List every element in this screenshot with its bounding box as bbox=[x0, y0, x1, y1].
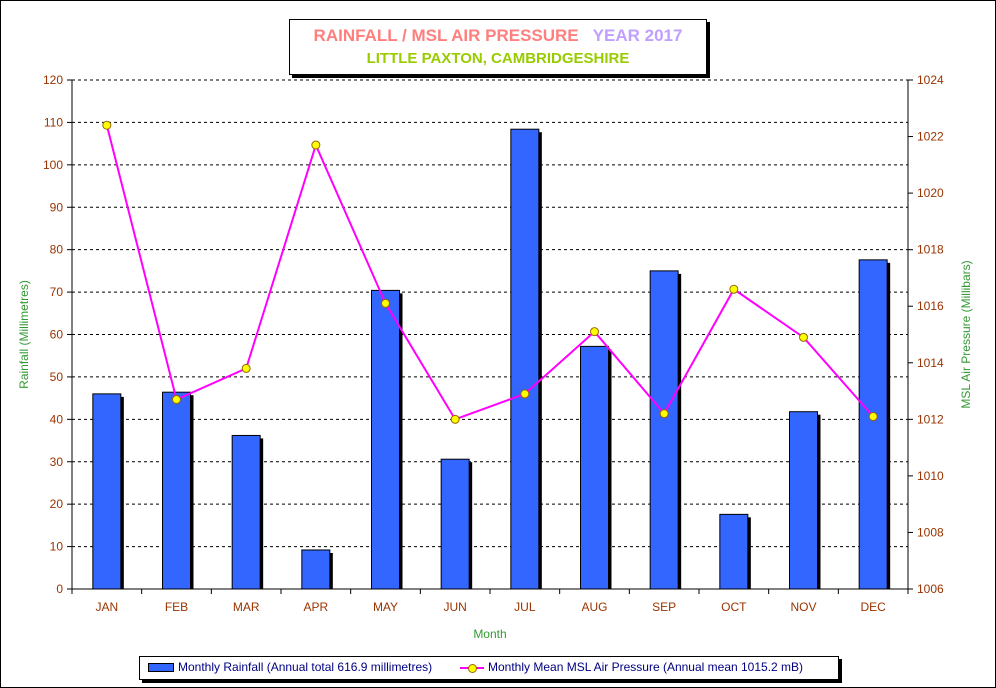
pressure-point bbox=[729, 284, 739, 294]
y2-tick-label: 1018 bbox=[917, 243, 944, 257]
y-tick-label: 50 bbox=[50, 370, 64, 384]
x-tick-label: FEB bbox=[165, 600, 188, 614]
bar bbox=[231, 434, 261, 590]
x-tick-label: JUL bbox=[514, 600, 536, 614]
y2-tick-label: 1014 bbox=[917, 356, 944, 370]
y-tick-label: 40 bbox=[50, 412, 64, 426]
y2-tick-label: 1010 bbox=[917, 469, 944, 483]
y-tick-label: 90 bbox=[50, 200, 64, 214]
pressure-point bbox=[450, 414, 460, 424]
y2-tick-label: 1024 bbox=[917, 73, 944, 87]
bar bbox=[371, 289, 400, 590]
chart-subtitle: LITTLE PAXTON, CAMBRIDGESHIRE bbox=[366, 50, 630, 67]
bar bbox=[580, 345, 609, 590]
y-tick-label: 100 bbox=[43, 158, 63, 172]
x-tick-label: OCT bbox=[721, 600, 747, 614]
chart-title-box: RAINFALL / MSL AIR PRESSURE YEAR 2017 LIT… bbox=[289, 19, 707, 75]
pressure-point bbox=[241, 363, 251, 373]
chart-legend: Monthly Rainfall (Annual total 616.9 mil… bbox=[139, 656, 839, 680]
pressure-point bbox=[520, 389, 530, 399]
x-tick-label: NOV bbox=[790, 600, 816, 614]
bar bbox=[162, 391, 191, 590]
pressure-line bbox=[105, 124, 874, 421]
y-tick-label: 70 bbox=[50, 285, 64, 299]
pressure-point bbox=[659, 409, 669, 419]
chart-title: RAINFALL / MSL AIR PRESSURE YEAR 2017 bbox=[290, 26, 706, 46]
x-tick-label: SEP bbox=[652, 600, 676, 614]
pressure-point bbox=[590, 327, 599, 337]
x-tick-label: MAR bbox=[233, 600, 260, 614]
legend-bar-swatch bbox=[148, 663, 174, 673]
bar bbox=[719, 513, 749, 590]
legend-item-rainfall: Monthly Rainfall (Annual total 616.9 mil… bbox=[148, 660, 432, 674]
pressure-point bbox=[311, 140, 321, 150]
bar bbox=[649, 270, 679, 590]
x-axis-title: Month bbox=[473, 627, 506, 641]
chart-title-year: YEAR 2017 bbox=[592, 26, 683, 45]
pressure-point bbox=[868, 412, 878, 422]
bar bbox=[510, 128, 540, 590]
y2-axis-title: MSL Air Pressure (Millibars) bbox=[959, 260, 973, 408]
y-tick-label: 30 bbox=[50, 455, 64, 469]
bar bbox=[440, 458, 470, 590]
x-tick-label: JAN bbox=[95, 600, 118, 614]
y2-tick-label: 1006 bbox=[917, 582, 944, 596]
y-tick-label: 10 bbox=[50, 540, 64, 554]
y2-tick-label: 1022 bbox=[917, 130, 944, 144]
y-axis-title: Rainfall (Millimetres) bbox=[17, 280, 31, 389]
pressure-point bbox=[172, 395, 181, 405]
y2-tick-label: 1016 bbox=[917, 299, 944, 313]
legend-item-pressure: Monthly Mean MSL Air Pressure (Annual me… bbox=[460, 660, 803, 674]
y-tick-label: 60 bbox=[50, 328, 64, 342]
y2-tick-label: 1008 bbox=[917, 525, 944, 539]
bar bbox=[301, 549, 331, 590]
y2-tick-label: 1020 bbox=[917, 186, 944, 200]
y-tick-label: 120 bbox=[43, 73, 63, 87]
chart-title-main: RAINFALL / MSL AIR PRESSURE bbox=[313, 26, 579, 45]
y-tick-label: 80 bbox=[50, 243, 64, 257]
x-tick-label: JUN bbox=[443, 600, 466, 614]
pressure-point bbox=[381, 298, 390, 308]
y2-tick-label: 1012 bbox=[917, 412, 944, 426]
pressure-point bbox=[799, 332, 808, 342]
legend-rainfall-label: Monthly Rainfall (Annual total 616.9 mil… bbox=[178, 660, 433, 674]
y-tick-label: 20 bbox=[50, 497, 64, 511]
pressure-point bbox=[102, 120, 112, 130]
x-tick-label: DEC bbox=[860, 600, 886, 614]
legend-line-swatch bbox=[460, 663, 484, 673]
x-tick-label: MAY bbox=[373, 600, 398, 614]
y-tick-label: 110 bbox=[44, 115, 63, 129]
x-tick-label: AUG bbox=[581, 600, 607, 614]
y-tick-label: 0 bbox=[56, 582, 63, 596]
bar bbox=[858, 259, 888, 590]
bar bbox=[92, 393, 122, 590]
bar bbox=[789, 411, 818, 590]
legend-pressure-label: Monthly Mean MSL Air Pressure (Annual me… bbox=[488, 660, 804, 674]
x-tick-label: APR bbox=[303, 600, 328, 614]
